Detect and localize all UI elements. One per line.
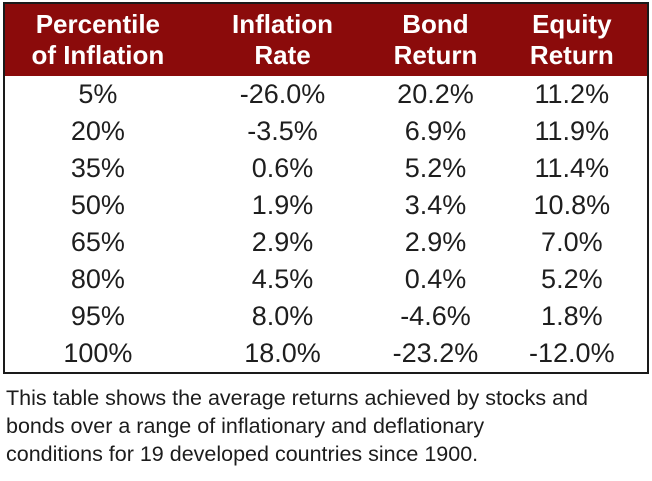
table-row: 65% 2.9% 2.9% 7.0% bbox=[4, 224, 648, 261]
cell-equity-return: 1.8% bbox=[541, 301, 603, 331]
cell-inflation-rate: 0.6% bbox=[251, 153, 314, 183]
cell-inflation-rate: 1.9% bbox=[251, 190, 314, 220]
cell-equity-return: 5.2% bbox=[541, 264, 603, 294]
cell-equity-return: -12.0% bbox=[529, 338, 615, 368]
table-row: 100% 18.0% -23.2% -12.0% bbox=[4, 335, 648, 373]
cell-inflation-rate: 18.0% bbox=[244, 338, 321, 368]
cell-percentile: 20% bbox=[70, 116, 125, 146]
cell-bond-return: 20.2% bbox=[397, 79, 474, 109]
cell-percentile: 5% bbox=[78, 79, 118, 109]
cell-percentile: 95% bbox=[70, 301, 125, 331]
cell-equity-return: 11.4% bbox=[534, 153, 610, 183]
table-row: 50% 1.9% 3.4% 10.8% bbox=[4, 187, 648, 224]
table-row: 80% 4.5% 0.4% 5.2% bbox=[4, 261, 648, 298]
cell-bond-return: 6.9% bbox=[404, 116, 467, 146]
table-row: 35% 0.6% 5.2% 11.4% bbox=[4, 150, 648, 187]
table-row: 95% 8.0% -4.6% 1.8% bbox=[4, 298, 648, 335]
cell-inflation-rate: -26.0% bbox=[239, 79, 326, 109]
col-header-bond-return: Bond Return bbox=[374, 3, 497, 76]
table-caption: This table shows the average returns ach… bbox=[6, 386, 589, 466]
header-row: Percentile of Inflation Inflation Rate B… bbox=[4, 3, 648, 76]
cell-bond-return: 5.2% bbox=[404, 153, 467, 183]
cell-equity-return: 11.2% bbox=[534, 79, 610, 109]
cell-percentile: 65% bbox=[70, 227, 125, 257]
cell-bond-return: -23.2% bbox=[392, 338, 479, 368]
col-header-inflation-rate: Inflation Rate bbox=[190, 3, 375, 76]
cell-percentile: 80% bbox=[70, 264, 125, 294]
cell-equity-return: 10.8% bbox=[533, 190, 611, 220]
cell-inflation-rate: -3.5% bbox=[247, 116, 318, 146]
cell-inflation-rate: 8.0% bbox=[251, 301, 314, 331]
table-row: 5% -26.0% 20.2% 11.2% bbox=[4, 76, 648, 113]
cell-inflation-rate: 4.5% bbox=[251, 264, 314, 294]
col-header-equity-return: Equity Return bbox=[496, 3, 648, 76]
cell-inflation-rate: 2.9% bbox=[251, 227, 314, 257]
cell-bond-return: 3.4% bbox=[404, 190, 467, 220]
col-header-percentile-of-inflation: Percentile of Inflation bbox=[4, 3, 191, 76]
cell-bond-return: 0.4% bbox=[404, 264, 467, 294]
table-row: 20% -3.5% 6.9% 11.9% bbox=[4, 113, 648, 150]
cell-percentile: 100% bbox=[63, 338, 133, 368]
cell-bond-return: -4.6% bbox=[400, 301, 471, 331]
cell-percentile: 50% bbox=[70, 190, 125, 220]
cell-equity-return: 7.0% bbox=[541, 227, 603, 257]
inflation-returns-table: Percentile of Inflation Inflation Rate B… bbox=[3, 2, 649, 374]
cell-bond-return: 2.9% bbox=[404, 227, 467, 257]
cell-equity-return: 11.9% bbox=[534, 116, 610, 146]
cell-percentile: 35% bbox=[70, 153, 125, 183]
